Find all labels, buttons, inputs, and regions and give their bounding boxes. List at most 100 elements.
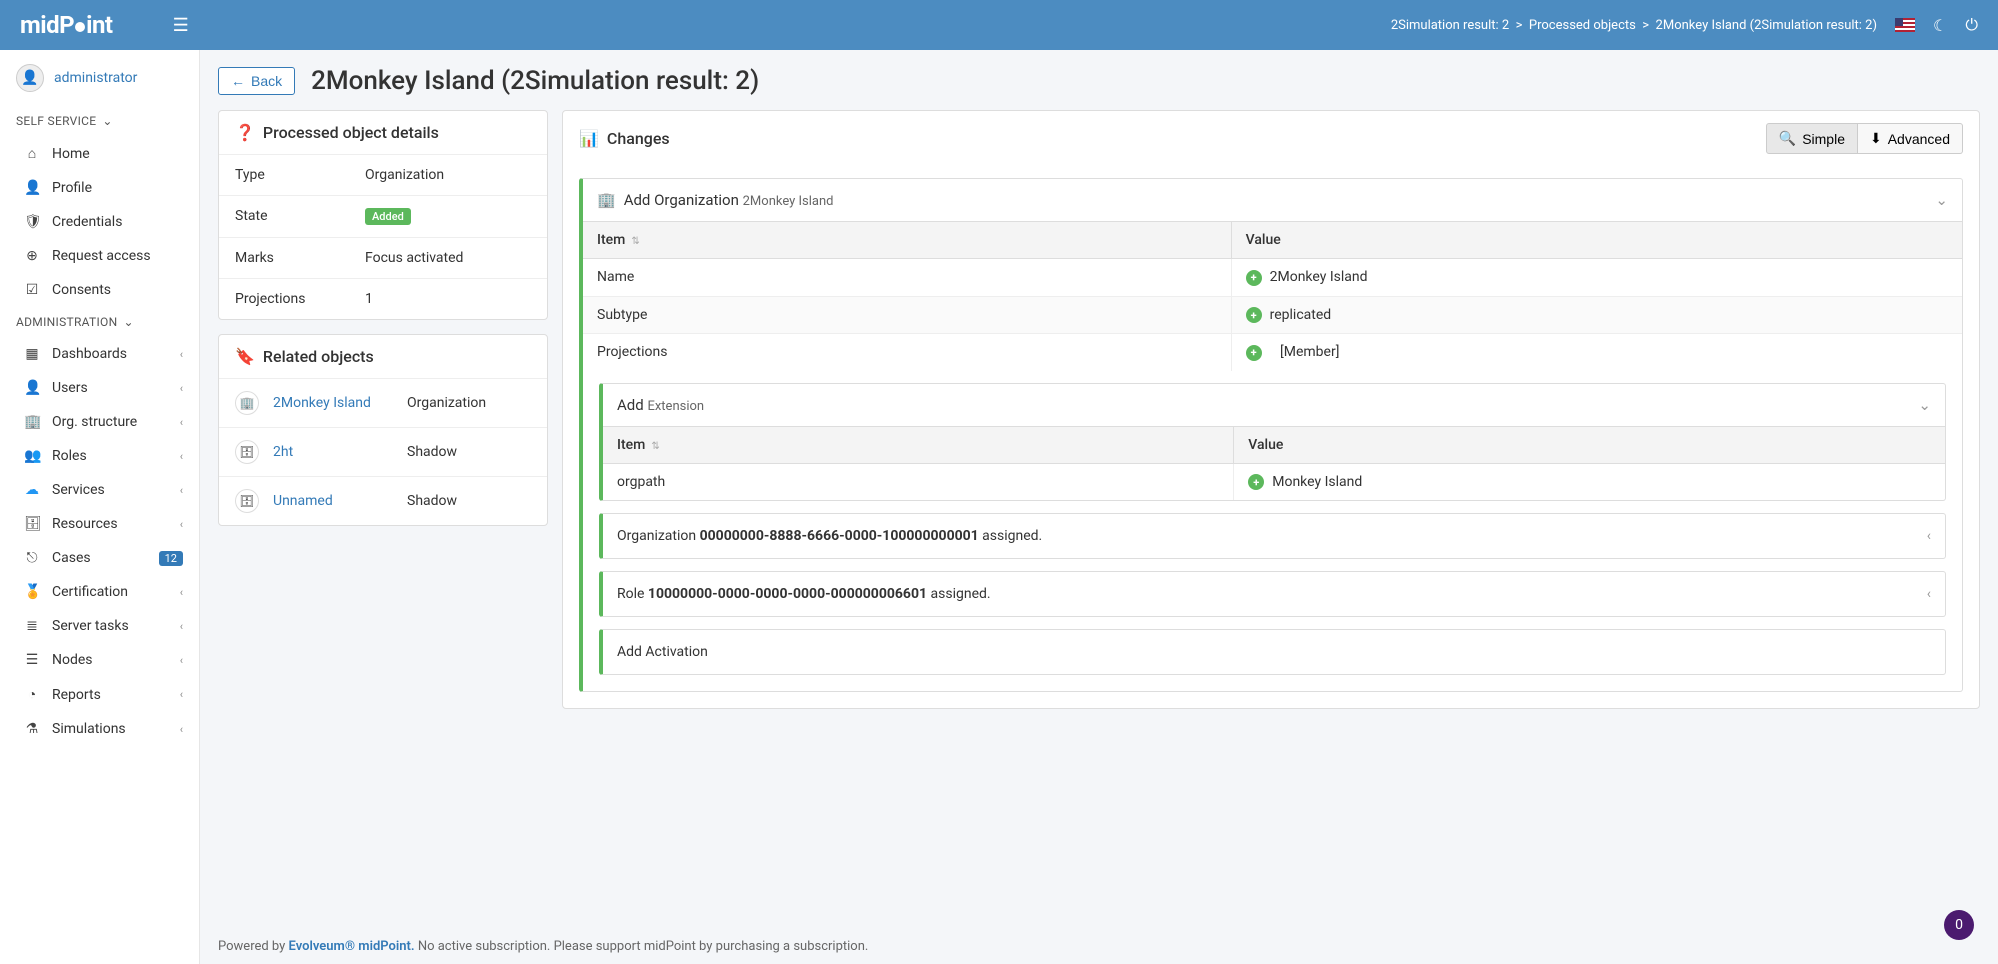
cloud-icon: ☁ — [24, 482, 40, 498]
footer-brand-link[interactable]: Evolveum® midPoint. — [289, 939, 415, 954]
row-subtype: Subtype +replicated — [583, 296, 1962, 334]
nodes-icon: ☰ — [24, 652, 40, 668]
database-icon: 🗄 — [235, 440, 259, 464]
related-row-2: 🗄 2ht Shadow — [219, 428, 547, 477]
footer: Powered by Evolveum® midPoint. No active… — [218, 939, 1980, 954]
nav-section-administration[interactable]: ADMINISTRATION ⌄ — [0, 307, 199, 337]
brand-logo: midPint — [20, 11, 113, 39]
flask-icon: ⚗ — [24, 721, 40, 737]
chevron-left-icon: ‹ — [180, 450, 183, 463]
nav-dashboards[interactable]: ▦Dashboards‹ — [0, 337, 199, 371]
nav-org-structure[interactable]: 🏢Org. structure‹ — [0, 405, 199, 439]
chevron-left-icon: ‹ — [180, 484, 183, 497]
related-link-2[interactable]: 2ht — [273, 444, 393, 460]
view-toggle: 🔍 Simple ⬇ Advanced — [1766, 123, 1963, 154]
shield-icon: 🛡 — [24, 214, 40, 230]
changes-card: 📊 Changes 🔍 Simple ⬇ Advanced — [562, 110, 1980, 709]
search-icon: 🔍 — [1779, 130, 1796, 147]
dark-mode-icon[interactable]: ☾ — [1933, 16, 1947, 35]
breadcrumb-2[interactable]: Processed objects — [1529, 18, 1636, 33]
col-item[interactable]: Item⇅ — [583, 222, 1231, 259]
download-icon: ⬇ — [1870, 130, 1882, 147]
add-activation-block: Add Activation — [599, 629, 1946, 675]
col-value: Value — [1231, 222, 1962, 259]
chevron-left-icon: ‹ — [180, 620, 183, 633]
change-table-main: Item⇅ Value Name +2Monkey Island — [583, 221, 1962, 371]
user-icon: 👤 — [24, 180, 40, 196]
nav-consents[interactable]: ☑Consents — [0, 273, 199, 307]
add-organization-block: 🏢 Add Organization 2Monkey Island ⌄ Item… — [579, 178, 1963, 692]
chevron-left-icon[interactable]: ‹ — [1927, 586, 1931, 602]
nav-resources[interactable]: 🗄Resources‹ — [0, 507, 199, 541]
info-icon: ❓ — [235, 123, 255, 142]
role-assigned-block: Role 10000000-0000-0000-0000-00000000660… — [599, 571, 1946, 617]
cases-icon: ⎋ — [24, 550, 40, 566]
collapse-icon[interactable]: ⌄ — [1935, 191, 1948, 209]
nav-reports[interactable]: ◔Reports‹ — [0, 677, 199, 712]
reports-icon: ◔ — [24, 686, 40, 703]
related-objects-card: 🔖 Related objects 🏢 2Monkey Island Organ… — [218, 334, 548, 526]
add-extension-block: Add Extension ⌄ Item⇅ Value — [599, 383, 1946, 502]
user-name[interactable]: administrator — [54, 70, 137, 86]
col-item[interactable]: Item⇅ — [603, 426, 1234, 463]
org-icon: 🏢 — [235, 391, 259, 415]
breadcrumb-1[interactable]: 2Simulation result: 2 — [1391, 18, 1509, 33]
detail-marks: Marks Focus activated — [219, 238, 547, 279]
breadcrumb-3[interactable]: 2Monkey Island (2Simulation result: 2) — [1656, 18, 1877, 33]
nav-roles[interactable]: 👥Roles‹ — [0, 439, 199, 473]
row-name: Name +2Monkey Island — [583, 259, 1962, 297]
nav-services[interactable]: ☁Services‹ — [0, 473, 199, 507]
related-link-3[interactable]: Unnamed — [273, 493, 393, 509]
dashboard-icon: ▦ — [24, 346, 40, 362]
detail-type: Type Organization — [219, 155, 547, 196]
home-icon: ⌂ — [24, 145, 40, 162]
nav-home[interactable]: ⌂Home — [0, 136, 199, 171]
chevron-left-icon: ‹ — [180, 382, 183, 395]
power-icon[interactable]: ⏻ — [1965, 15, 1978, 35]
nav-section-self-service[interactable]: SELF SERVICE ⌄ — [0, 106, 199, 136]
chevron-left-icon: ‹ — [180, 518, 183, 531]
row-projections: Projections + [Member] — [583, 334, 1962, 371]
breadcrumb: 2Simulation result: 2 > Processed object… — [1391, 18, 1877, 33]
hamburger-icon[interactable]: ☰ — [173, 15, 189, 36]
col-value: Value — [1234, 426, 1945, 463]
nav-profile[interactable]: 👤Profile — [0, 171, 199, 205]
simple-view-button[interactable]: 🔍 Simple — [1766, 123, 1858, 154]
nav-credentials[interactable]: 🛡Credentials — [0, 205, 199, 239]
nav-server-tasks[interactable]: ≣Server tasks‹ — [0, 609, 199, 643]
nav-users[interactable]: 👤Users‹ — [0, 371, 199, 405]
role-icon: 👥 — [24, 448, 40, 464]
nav-certification[interactable]: 🏅Certification‹ — [0, 575, 199, 609]
related-row-1: 🏢 2Monkey Island Organization — [219, 379, 547, 428]
plus-icon: + — [1248, 474, 1264, 490]
nav-request-access[interactable]: ⊕Request access — [0, 239, 199, 273]
sort-icon: ⇅ — [651, 441, 659, 452]
nav-cases[interactable]: ⎋Cases12 — [0, 541, 199, 575]
locale-flag-icon[interactable] — [1895, 18, 1915, 32]
row-orgpath: orgpath +Monkey Island — [603, 463, 1945, 500]
chevron-left-icon[interactable]: ‹ — [1927, 528, 1931, 544]
sort-icon: ⇅ — [631, 236, 639, 247]
back-button[interactable]: ← Back — [218, 67, 295, 95]
org-icon: 🏢 — [24, 414, 40, 430]
collapse-icon[interactable]: ⌄ — [1918, 396, 1931, 414]
nav-nodes[interactable]: ☰Nodes‹ — [0, 643, 199, 677]
tasks-icon: ≣ — [24, 618, 40, 634]
related-link-1[interactable]: 2Monkey Island — [273, 395, 393, 411]
bookmark-icon: 🔖 — [235, 347, 255, 366]
user-block[interactable]: 👤 administrator — [0, 50, 199, 106]
changes-header-text: Changes — [607, 129, 670, 148]
processed-object-details-card: ❓ Processed object details Type Organiza… — [218, 110, 548, 320]
chevron-down-icon: ⌄ — [102, 114, 112, 128]
chevron-left-icon: ‹ — [180, 688, 183, 701]
state-badge: Added — [365, 208, 411, 225]
plus-circle-icon: ⊕ — [24, 248, 40, 264]
float-badge[interactable]: 0 — [1944, 910, 1974, 940]
advanced-view-button[interactable]: ⬇ Advanced — [1858, 123, 1963, 154]
plus-icon: + — [1246, 345, 1262, 361]
chart-icon: 📊 — [579, 129, 599, 148]
avatar-icon: 👤 — [16, 64, 44, 92]
nav-simulations[interactable]: ⚗Simulations‹ — [0, 712, 199, 746]
database-icon: 🗄 — [235, 489, 259, 513]
arrow-left-icon: ← — [231, 73, 245, 89]
